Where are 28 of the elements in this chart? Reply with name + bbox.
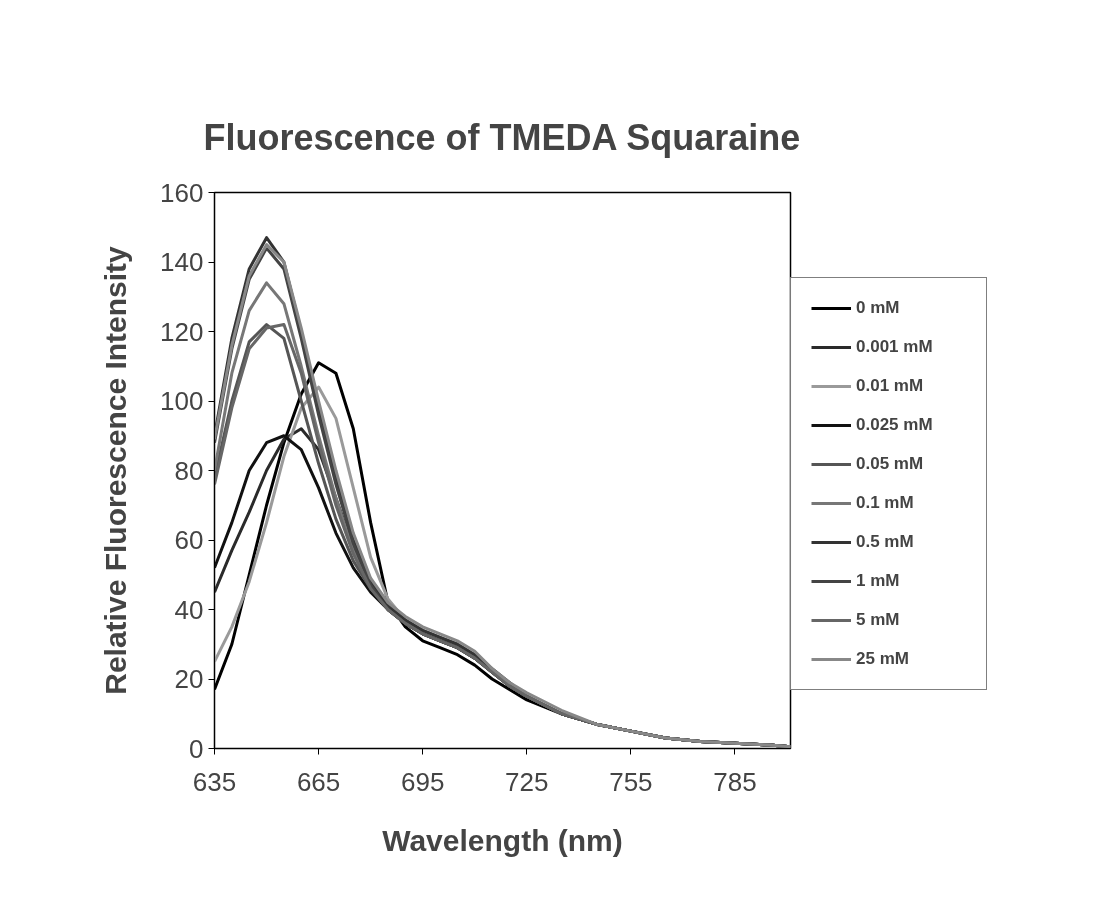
legend-label: 5 mM: [856, 610, 901, 630]
legend-label: 0.001 mM: [856, 337, 934, 357]
x-tick-label: 755: [609, 766, 653, 797]
chart-title: Fluorescence of TMEDA Squaraine: [203, 116, 801, 158]
y-tick-label: 100: [160, 386, 204, 416]
y-axis-title: Relative Fluorescence Intensity: [99, 245, 133, 695]
legend-label: 0 mM: [856, 298, 901, 318]
x-axis-title: Wavelength (nm): [382, 823, 623, 857]
y-tick-label: 40: [174, 594, 204, 625]
x-tick-label: 695: [401, 766, 445, 797]
y-tick-label: 80: [174, 455, 204, 486]
legend-label: 0.025 mM: [856, 415, 934, 435]
x-tick-label: 725: [505, 766, 549, 797]
y-tick-label: 0: [189, 733, 204, 764]
legend-label: 0.1 mM: [856, 493, 915, 513]
x-tick-label: 665: [296, 766, 341, 797]
legend-label: 0.01 mM: [856, 376, 925, 396]
y-tick-label: 160: [160, 177, 204, 208]
y-tick-label: 120: [160, 316, 204, 347]
legend-label: 1 mM: [856, 571, 901, 591]
y-tick-label: 20: [174, 664, 204, 694]
legend-label: 0.05 mM: [856, 454, 925, 474]
x-tick-label: 635: [192, 766, 237, 797]
y-tick-label: 140: [160, 247, 204, 277]
legend-label: 0.5 mM: [856, 532, 915, 552]
legend-label: 25 mM: [856, 649, 910, 669]
y-tick-label: 60: [174, 525, 204, 555]
x-tick-label: 785: [713, 766, 757, 797]
